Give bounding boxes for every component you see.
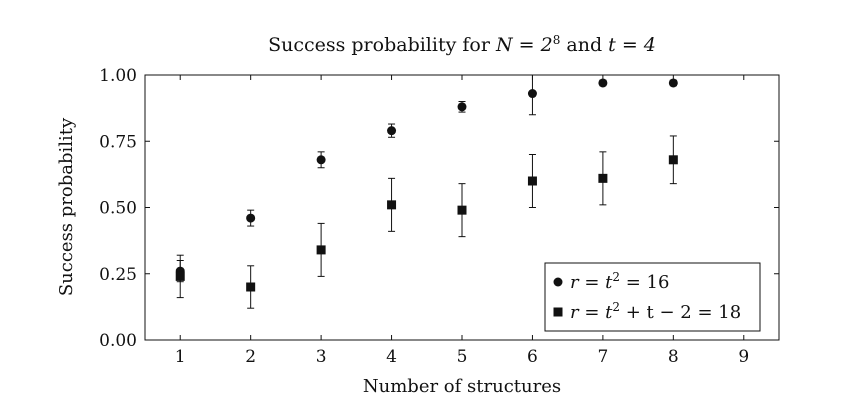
y-axis-label: Success probability xyxy=(56,117,77,296)
x-tick-label: 4 xyxy=(386,347,397,367)
data-point-square xyxy=(598,173,608,183)
data-point-square xyxy=(387,200,397,210)
data-point-square xyxy=(668,155,678,165)
x-tick-label: 1 xyxy=(175,347,186,367)
title-expr-t: t = 4 xyxy=(608,34,656,56)
x-tick-label: 7 xyxy=(597,347,608,367)
data-point-circle xyxy=(387,126,397,136)
data-point-square xyxy=(316,245,326,255)
y-tick-label: 1.00 xyxy=(99,66,137,86)
data-point-square xyxy=(527,176,537,186)
y-tick-label: 0.50 xyxy=(99,199,137,219)
legend-box xyxy=(544,262,761,332)
y-tick-label: 0.75 xyxy=(99,132,137,152)
data-point-square xyxy=(246,282,256,292)
x-tick-label: 8 xyxy=(668,347,679,367)
chart-title: Success probability for N = 28 and t = 4 xyxy=(268,27,656,56)
title-prefix: Success probability for xyxy=(268,34,491,56)
data-point-circle xyxy=(246,213,256,223)
data-point-circle xyxy=(598,78,608,88)
y-tick-label: 0.25 xyxy=(99,265,137,285)
x-tick-label: 9 xyxy=(738,347,749,367)
data-point-circle xyxy=(668,78,678,88)
x-tick-label: 5 xyxy=(457,347,468,367)
x-tick-label: 2 xyxy=(245,347,256,367)
series-square xyxy=(175,135,678,309)
data-point-circle xyxy=(316,155,326,165)
legend-entry-2: r = t2 + t − 2 = 18 xyxy=(570,300,741,323)
legend-entry-1: r = t2 = 16 xyxy=(570,270,669,293)
x-tick-labels: 1 2 3 4 5 6 7 8 9 xyxy=(175,347,749,367)
y-tick-labels: 0.00 0.25 0.50 0.75 1.00 xyxy=(99,66,137,351)
y-tick-label: 0.00 xyxy=(99,331,137,351)
title-expr-n: N = 2 xyxy=(495,34,553,56)
legend-marker-circle xyxy=(553,277,563,287)
x-tick-label: 6 xyxy=(527,347,538,367)
data-point-circle xyxy=(457,102,467,112)
title-joiner: and xyxy=(566,34,602,56)
data-point-square xyxy=(175,271,185,281)
title-exponent: 8 xyxy=(553,33,561,47)
data-point-square xyxy=(457,205,467,215)
legend-marker-square xyxy=(553,307,563,317)
x-axis-label: Number of structures xyxy=(363,376,561,397)
data-point-circle xyxy=(527,89,537,99)
legend: r = t2 = 16 r = t2 + t − 2 = 18 xyxy=(544,262,761,332)
x-tick-label: 3 xyxy=(316,347,327,367)
